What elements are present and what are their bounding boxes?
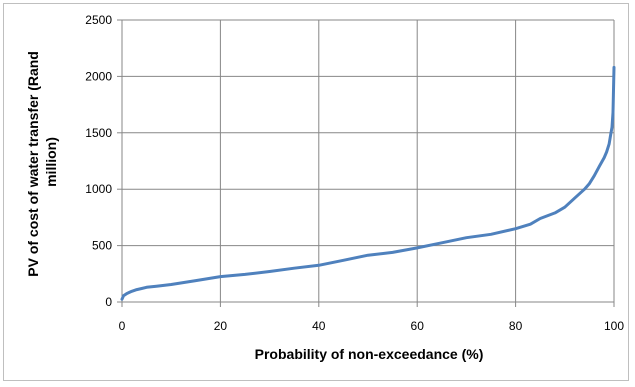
y-tick-label: 1500 [85, 126, 112, 140]
x-tick-label: 80 [509, 319, 523, 333]
series-line [120, 65, 616, 301]
y-tick-label: 2000 [85, 69, 112, 83]
y-tick-label: 2500 [85, 13, 112, 27]
y-tick-label: 500 [92, 239, 112, 253]
x-tick-label: 0 [119, 319, 126, 333]
x-tick-label: 100 [604, 319, 624, 333]
grid-lines [122, 19, 615, 302]
series-layer [120, 65, 616, 301]
x-tick-label: 40 [312, 319, 326, 333]
y-tick-label: 1000 [85, 182, 112, 196]
chart-area [3, 3, 629, 381]
y-axis-title: PV of cost of water transfer (Rand milli… [25, 47, 59, 276]
y-axis-title-line-1: PV of cost of water transfer (Rand [25, 51, 41, 277]
x-axis-title: Probability of non-exceedance (%) [255, 346, 484, 362]
x-tick-label: 60 [411, 319, 425, 333]
y-axis-title-line-2: million) [43, 137, 59, 187]
tick-labels: 0 500 1000 1500 2000 2500 0 20 40 60 80 100 [85, 13, 624, 333]
axes [117, 19, 615, 307]
x-tick-label: 20 [214, 319, 228, 333]
y-tick-label: 0 [105, 295, 112, 309]
